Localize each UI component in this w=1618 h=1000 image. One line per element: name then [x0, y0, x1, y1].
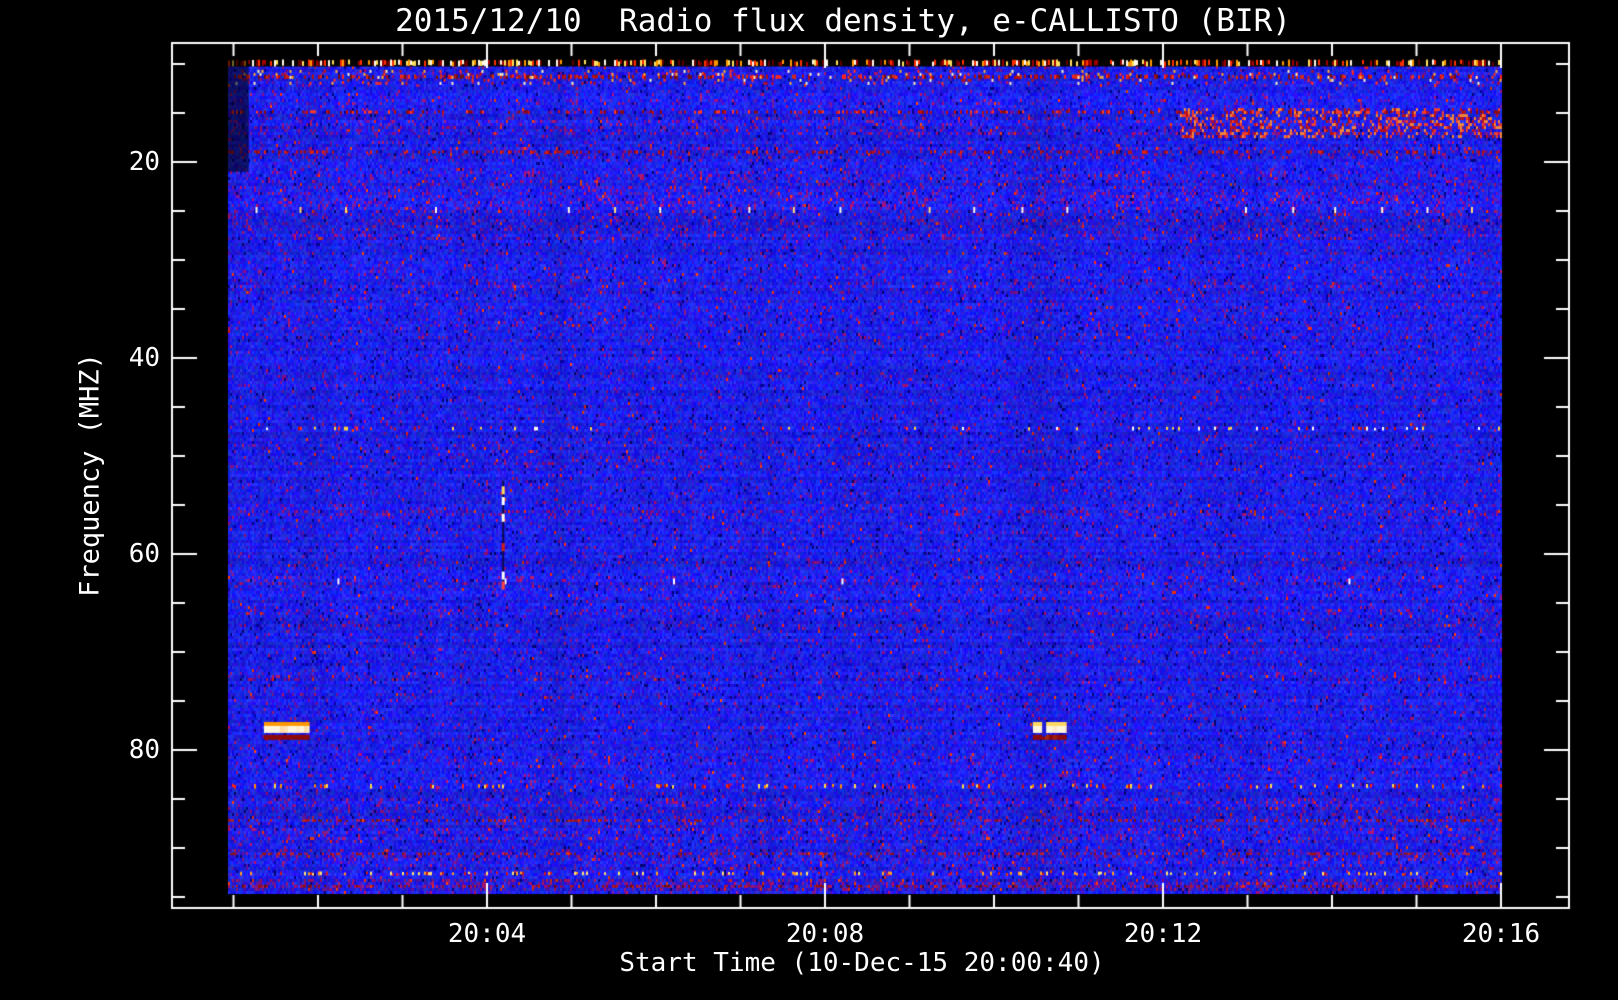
y-tick-label: 60 — [128, 539, 160, 569]
x-tick-label: 20:16 — [1461, 919, 1541, 949]
y-tick-label: 20 — [128, 147, 160, 177]
y-tick-label: 40 — [128, 343, 160, 373]
x-tick-label: 20:04 — [447, 919, 527, 949]
x-axis-title: Start Time (10-Dec-15 20:00:40) — [619, 948, 1105, 978]
y-tick-label: 80 — [128, 735, 160, 765]
x-tick-label: 20:08 — [785, 919, 865, 949]
y-axis-title: Frequency (MHZ) — [74, 353, 106, 597]
chart-title: 2015/12/10 Radio flux density, e-CALLIST… — [395, 3, 1291, 39]
x-tick-label: 20:12 — [1123, 919, 1203, 949]
